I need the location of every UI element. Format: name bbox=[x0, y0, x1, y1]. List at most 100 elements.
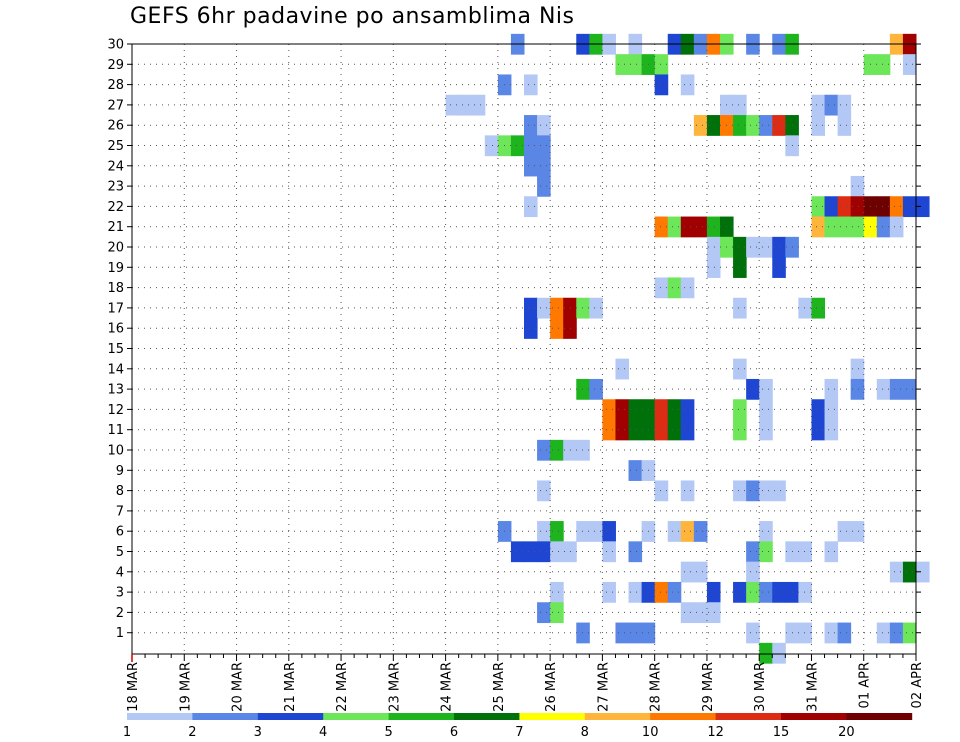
heatmap-cell bbox=[759, 236, 773, 258]
heatmap-cell bbox=[563, 318, 577, 339]
y-tick-label: 6 bbox=[116, 525, 124, 540]
heatmap-cell bbox=[667, 216, 682, 238]
heatmap-cell bbox=[733, 115, 747, 136]
legend-swatch bbox=[846, 713, 913, 720]
heatmap-cell bbox=[602, 419, 616, 441]
heatmap-cell bbox=[550, 439, 564, 461]
heatmap-cell bbox=[759, 521, 773, 542]
heatmap-cell bbox=[654, 581, 669, 603]
x-tick-label: 19 MAR bbox=[178, 662, 193, 712]
heatmap-cell bbox=[811, 399, 826, 421]
heatmap-cell bbox=[576, 439, 590, 461]
heatmap-cell bbox=[811, 419, 826, 441]
heatmap-cell bbox=[602, 541, 616, 563]
heatmap-cell bbox=[484, 135, 499, 157]
heatmap-cell bbox=[667, 399, 682, 421]
y-tick-label: 29 bbox=[107, 58, 124, 73]
heatmap-cell bbox=[524, 115, 538, 136]
heatmap-cell bbox=[850, 521, 865, 542]
heatmap-cell bbox=[680, 399, 695, 421]
heatmap-cell bbox=[706, 602, 721, 624]
heatmap-cell bbox=[628, 399, 643, 421]
y-tick-label: 11 bbox=[107, 423, 124, 438]
heatmap-cell bbox=[667, 419, 682, 441]
heatmap-cell bbox=[772, 480, 786, 502]
y-tick-label: 10 bbox=[107, 444, 124, 459]
heatmap-cell bbox=[693, 561, 708, 583]
heatmap-cell bbox=[537, 115, 551, 136]
legend-swatch bbox=[257, 713, 324, 720]
heatmap-cell bbox=[902, 54, 917, 75]
heatmap-cell bbox=[916, 196, 930, 218]
y-tick-label: 4 bbox=[116, 565, 124, 580]
heatmap-cell bbox=[746, 115, 760, 136]
heatmap-cell bbox=[524, 196, 538, 218]
heatmap-cell bbox=[706, 216, 721, 238]
heatmap-cell bbox=[837, 115, 852, 136]
heatmap-cell bbox=[746, 236, 760, 258]
heatmap-cell bbox=[759, 642, 773, 664]
heatmap-cell bbox=[733, 358, 747, 380]
heatmap-cell bbox=[824, 622, 839, 644]
x-tick-label: 27 MAR bbox=[596, 662, 611, 712]
x-tick-label: 30 MAR bbox=[753, 662, 768, 712]
legend-label: 7 bbox=[515, 725, 523, 740]
heatmap-cell bbox=[772, 236, 786, 258]
heatmap-cell bbox=[589, 297, 603, 319]
heatmap-cell bbox=[902, 622, 917, 644]
legend-swatch bbox=[519, 713, 586, 720]
heatmap-cell bbox=[850, 378, 865, 400]
heatmap-cell bbox=[811, 115, 826, 136]
legend-swatch bbox=[323, 713, 389, 720]
legend-swatch bbox=[650, 713, 716, 720]
heatmap-cell bbox=[537, 175, 551, 197]
heatmap-cell bbox=[680, 602, 695, 624]
y-tick-label: 14 bbox=[107, 362, 124, 377]
heatmap-cell bbox=[733, 257, 747, 278]
heatmap-cell bbox=[524, 155, 538, 177]
heatmap-cell bbox=[824, 399, 839, 421]
heatmap-cell bbox=[537, 439, 551, 461]
heatmap-cell bbox=[550, 581, 564, 603]
heatmap-cell bbox=[693, 602, 708, 624]
y-tick-label: 7 bbox=[116, 504, 124, 519]
heatmap-cell bbox=[811, 94, 826, 116]
y-tick-label: 26 bbox=[107, 119, 124, 134]
heatmap-cell bbox=[654, 216, 669, 238]
heatmap-cell bbox=[693, 115, 708, 136]
heatmap-cell bbox=[733, 236, 747, 258]
heatmap-cell bbox=[680, 561, 695, 583]
y-tick-label: 24 bbox=[107, 159, 124, 174]
y-tick-label: 3 bbox=[116, 586, 124, 601]
heatmap-cell bbox=[654, 399, 669, 421]
heatmap-cell bbox=[628, 541, 643, 563]
heatmap-cell bbox=[693, 521, 708, 542]
heatmap-cell bbox=[602, 581, 616, 603]
legend-swatch bbox=[192, 713, 259, 720]
heatmap-cell bbox=[628, 54, 643, 75]
heatmap-cell bbox=[537, 155, 551, 177]
y-tick-label: 22 bbox=[107, 200, 124, 215]
heatmap-cell bbox=[563, 297, 577, 319]
legend-swatch bbox=[388, 713, 455, 720]
heatmap-cell bbox=[550, 318, 564, 339]
heatmap-cell bbox=[733, 419, 747, 441]
heatmap-cell bbox=[680, 216, 695, 238]
heatmap-cell bbox=[759, 480, 773, 502]
heatmap-cell bbox=[510, 135, 525, 157]
heatmap-cell bbox=[824, 419, 839, 441]
heatmap-cell bbox=[824, 541, 839, 563]
heatmap-cell bbox=[824, 94, 839, 116]
x-tick-label: 22 MAR bbox=[335, 662, 350, 712]
x-tick-label: 24 MAR bbox=[440, 662, 455, 712]
y-tick-label: 21 bbox=[107, 220, 124, 235]
chart-title: GEFS 6hr padavine po ansamblima Nis bbox=[130, 4, 575, 29]
y-tick-label: 13 bbox=[107, 383, 124, 398]
heatmap-cell bbox=[837, 622, 852, 644]
y-tick-label: 17 bbox=[107, 301, 124, 316]
legend-label: 2 bbox=[188, 725, 196, 740]
heatmap-cell bbox=[889, 216, 904, 238]
heatmap-cell bbox=[576, 378, 590, 400]
x-tick-label: 02 APR bbox=[910, 662, 925, 708]
